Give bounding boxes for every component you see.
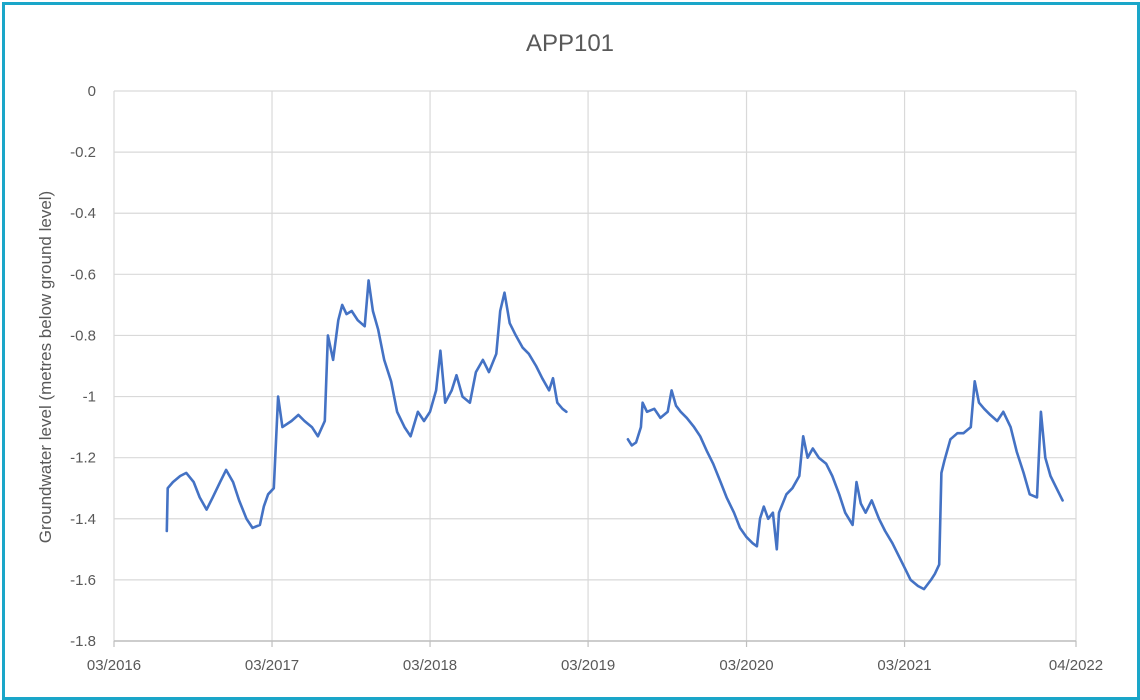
y-tick-label: -0.6 (70, 266, 96, 283)
y-tick-label: -1 (83, 389, 96, 406)
chart-title: APP101 (525, 30, 615, 57)
series-lines (165, 279, 1064, 591)
y-tick-label: -1.6 (70, 572, 96, 589)
y-tick-label: 0 (88, 83, 96, 100)
y-tick-label: -0.4 (70, 205, 96, 222)
y-tick-label: -1.2 (70, 450, 96, 467)
y-tick-label: -1.8 (70, 633, 96, 650)
gridlines (113, 90, 1077, 647)
y-tick-label: -1.4 (70, 511, 96, 528)
x-tick-label: 03/2019 (561, 657, 615, 674)
y-tick-labels: 0 -0.2 -0.4 -0.6 -0.8 -1 -1.2 -1.4 -1.6 -1.8 (70, 83, 96, 650)
x-tick-label: 03/2018 (403, 657, 457, 674)
x-tick-label: 03/2020 (719, 657, 773, 674)
x-tick-label: 03/2017 (245, 657, 299, 674)
series-line-segment (165, 279, 568, 533)
x-tick-labels: 03/2016 03/2017 03/2018 03/2019 03/2020 03/20… (87, 657, 1103, 674)
x-tick-label: 03/2021 (877, 657, 931, 674)
y-tick-label: -0.2 (70, 144, 96, 161)
x-tick-label: 04/2022 (1049, 657, 1103, 674)
x-tick-label: 03/2016 (87, 657, 141, 674)
y-tick-label: -0.8 (70, 327, 96, 344)
series-line-segment (626, 380, 1064, 591)
